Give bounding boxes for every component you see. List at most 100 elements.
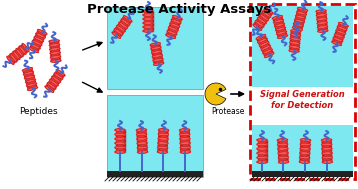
- Ellipse shape: [321, 139, 332, 141]
- Bar: [23, 68, 37, 90]
- Bar: [151, 43, 163, 65]
- Ellipse shape: [115, 129, 125, 131]
- Ellipse shape: [256, 35, 266, 39]
- Ellipse shape: [290, 42, 300, 44]
- Ellipse shape: [23, 71, 33, 75]
- Ellipse shape: [336, 30, 345, 34]
- Ellipse shape: [295, 19, 305, 23]
- Ellipse shape: [260, 14, 268, 20]
- Ellipse shape: [275, 23, 285, 27]
- Ellipse shape: [257, 147, 267, 150]
- Ellipse shape: [278, 156, 289, 159]
- Ellipse shape: [180, 142, 190, 145]
- Ellipse shape: [52, 76, 61, 82]
- Ellipse shape: [121, 19, 130, 25]
- Ellipse shape: [290, 38, 300, 40]
- Ellipse shape: [23, 68, 33, 71]
- Ellipse shape: [49, 44, 60, 46]
- Wedge shape: [205, 83, 226, 105]
- Ellipse shape: [289, 46, 300, 48]
- Bar: [45, 70, 64, 92]
- Ellipse shape: [115, 133, 125, 136]
- Ellipse shape: [255, 21, 264, 27]
- Ellipse shape: [290, 34, 301, 36]
- Ellipse shape: [50, 52, 61, 54]
- Ellipse shape: [322, 152, 332, 155]
- Ellipse shape: [296, 11, 306, 15]
- Ellipse shape: [36, 33, 45, 38]
- Ellipse shape: [50, 56, 61, 58]
- Ellipse shape: [115, 146, 125, 149]
- Ellipse shape: [153, 58, 163, 61]
- Ellipse shape: [317, 18, 327, 20]
- Text: Signal Generation
for Detection: Signal Generation for Detection: [260, 90, 345, 110]
- Ellipse shape: [322, 147, 332, 150]
- Bar: [107, 95, 203, 177]
- Ellipse shape: [7, 56, 14, 64]
- Ellipse shape: [253, 24, 262, 30]
- Ellipse shape: [13, 51, 20, 59]
- Bar: [112, 16, 131, 38]
- Ellipse shape: [28, 87, 38, 90]
- Ellipse shape: [157, 151, 168, 153]
- Bar: [107, 7, 203, 89]
- Ellipse shape: [166, 34, 175, 39]
- Ellipse shape: [119, 22, 127, 29]
- Ellipse shape: [143, 26, 153, 28]
- Ellipse shape: [297, 8, 308, 11]
- Bar: [332, 23, 348, 45]
- Ellipse shape: [154, 62, 164, 65]
- Ellipse shape: [300, 139, 311, 141]
- Ellipse shape: [137, 137, 147, 140]
- Ellipse shape: [180, 151, 190, 153]
- Ellipse shape: [151, 47, 161, 50]
- Ellipse shape: [136, 133, 147, 136]
- Bar: [322, 140, 332, 162]
- Ellipse shape: [291, 30, 301, 32]
- Ellipse shape: [277, 35, 287, 38]
- Ellipse shape: [278, 152, 288, 155]
- Bar: [250, 4, 355, 179]
- Ellipse shape: [317, 26, 328, 28]
- Bar: [158, 130, 168, 152]
- Bar: [252, 6, 353, 87]
- Ellipse shape: [265, 8, 273, 14]
- Ellipse shape: [317, 22, 327, 24]
- Ellipse shape: [158, 142, 168, 145]
- Ellipse shape: [24, 75, 34, 79]
- Bar: [257, 35, 273, 57]
- Ellipse shape: [50, 48, 60, 50]
- Bar: [293, 8, 307, 30]
- Ellipse shape: [257, 139, 267, 141]
- Ellipse shape: [257, 152, 267, 155]
- Bar: [30, 30, 46, 52]
- Ellipse shape: [318, 30, 328, 32]
- Bar: [252, 125, 353, 177]
- Ellipse shape: [170, 23, 180, 27]
- Ellipse shape: [167, 31, 177, 35]
- Ellipse shape: [143, 22, 153, 24]
- Ellipse shape: [124, 16, 132, 22]
- Ellipse shape: [137, 151, 148, 153]
- Bar: [252, 171, 353, 177]
- Ellipse shape: [173, 15, 182, 20]
- Ellipse shape: [143, 18, 153, 20]
- Bar: [290, 31, 300, 51]
- Ellipse shape: [51, 60, 61, 62]
- Ellipse shape: [25, 79, 35, 83]
- Ellipse shape: [10, 54, 17, 62]
- Ellipse shape: [179, 129, 190, 131]
- Ellipse shape: [16, 49, 23, 57]
- Ellipse shape: [289, 50, 299, 52]
- Bar: [316, 11, 327, 31]
- Ellipse shape: [114, 29, 123, 35]
- Bar: [273, 16, 287, 38]
- Ellipse shape: [316, 10, 326, 12]
- Ellipse shape: [34, 37, 44, 42]
- Ellipse shape: [168, 27, 178, 31]
- Bar: [8, 44, 29, 64]
- Ellipse shape: [295, 15, 305, 19]
- Ellipse shape: [151, 50, 162, 53]
- Ellipse shape: [158, 137, 168, 140]
- Ellipse shape: [54, 73, 63, 79]
